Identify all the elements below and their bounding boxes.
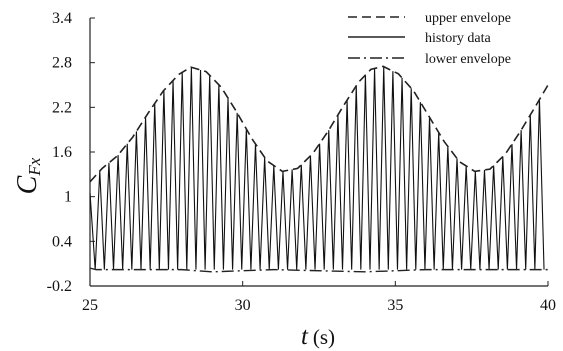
y-axis-title: CFx (12, 157, 44, 194)
x-tick-label: 35 (387, 297, 403, 314)
series-layer (89, 65, 549, 273)
legend-label-lower-envelope: lower envelope (425, 52, 511, 67)
y-tick-label: 1 (64, 189, 72, 206)
tick-labels: 25 30 35 40 -0.2 0.4 1 1.6 2.2 2.8 3.4 (47, 10, 556, 314)
y-tick-label: 1.6 (52, 144, 72, 161)
x-tick-label: 40 (540, 297, 556, 314)
x-axis-title-var: t (301, 323, 309, 350)
x-axis-title: t (s) (301, 323, 335, 350)
series-upper-envelope (89, 65, 549, 183)
y-tick-label: 3.4 (52, 10, 72, 27)
y-axis-title-sub: Fx (25, 157, 44, 176)
legend-label-history-data: history data (425, 31, 491, 46)
x-axis-title-unit: (s) (313, 325, 335, 349)
series-history-data (89, 66, 545, 270)
legend-label-upper-envelope: upper envelope (425, 11, 511, 26)
y-tick-label: 2.2 (52, 99, 72, 116)
legend: upper envelope history data lower envelo… (348, 11, 511, 67)
y-axis-title-main: C (12, 175, 43, 194)
y-tick-label: -0.2 (47, 278, 72, 295)
x-tick-label: 30 (235, 297, 251, 314)
axes-layer (89, 17, 549, 287)
x-tick-label: 25 (82, 297, 98, 314)
y-tick-label: 2.8 (52, 55, 72, 72)
y-tick-label: 0.4 (52, 233, 72, 250)
